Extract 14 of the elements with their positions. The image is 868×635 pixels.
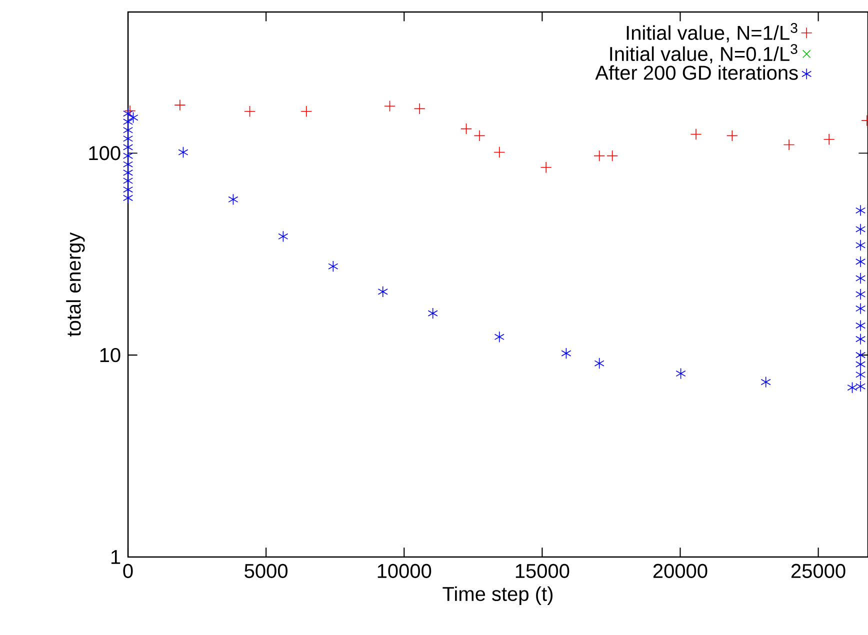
legend-label: Initial value, N=1/L$^{3}$ bbox=[626, 23, 798, 42]
x-tick-label: 10000 bbox=[378, 564, 432, 578]
y-tick-label: 1 bbox=[111, 550, 120, 564]
legend-label: Initial value, N=0.1/L$^{3}$ bbox=[610, 44, 798, 64]
x-tick-label: 0 bbox=[123, 564, 133, 578]
y-tick-label: 10 bbox=[100, 348, 120, 362]
x-axis-title: Time step (t) bbox=[442, 586, 552, 605]
y-tick-label: 100 bbox=[89, 146, 120, 160]
y-axis-title: total energy bbox=[66, 232, 85, 336]
x-tick-label: 15000 bbox=[516, 564, 570, 578]
x-tick-label: 20000 bbox=[653, 564, 708, 578]
x-tick-label: 5000 bbox=[244, 564, 288, 578]
legend-label: After 200 GD iterations bbox=[595, 65, 798, 80]
x-tick-label: 25000 bbox=[791, 564, 846, 578]
